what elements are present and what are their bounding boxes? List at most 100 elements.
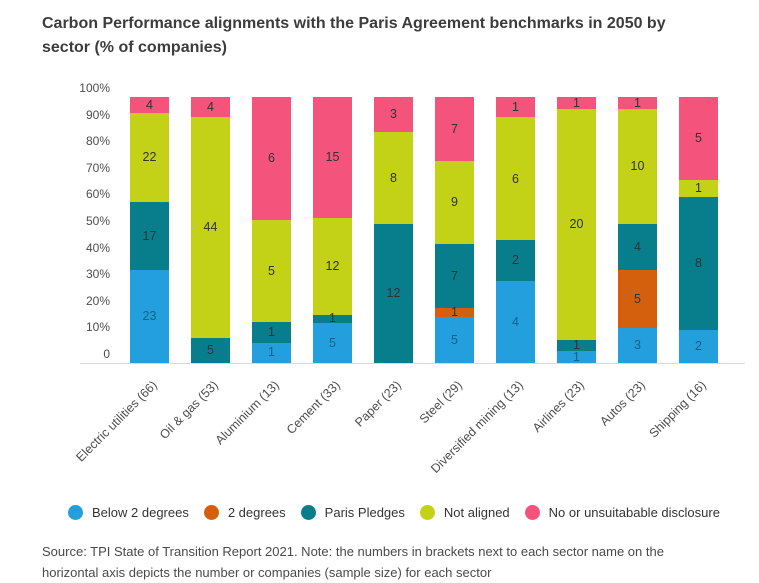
- bar-segment-value: 1: [573, 349, 580, 364]
- bar-segment[interactable]: 1: [313, 312, 352, 324]
- bar-segment-value: 5: [451, 332, 458, 347]
- bar-segment[interactable]: 2: [496, 240, 535, 282]
- bar-segment[interactable]: 15: [313, 97, 352, 218]
- bar-segment-value: 10: [630, 159, 645, 174]
- y-axis-tick-label: 30%: [85, 267, 110, 282]
- bar-column: 6 5 1 1: [252, 97, 291, 363]
- bar-segment[interactable]: 4: [130, 97, 169, 114]
- x-axis-label: Aluminium (13): [212, 378, 282, 448]
- bar-segment[interactable]: 1: [496, 97, 535, 118]
- bar-segment[interactable]: 1: [557, 97, 596, 109]
- bar-segment[interactable]: 10: [618, 108, 657, 225]
- bar-segment-value: 5: [207, 343, 214, 358]
- bar-segment-value: 6: [512, 171, 519, 186]
- legend-dot-icon: [68, 505, 83, 520]
- bar-segment[interactable]: 1: [618, 97, 657, 109]
- bar-segment[interactable]: 20: [557, 108, 596, 340]
- bar-segment-value: 1: [268, 345, 275, 360]
- bar-segment-value: 5: [329, 335, 336, 350]
- bar-segment[interactable]: 7: [435, 243, 474, 308]
- legend-item[interactable]: Below 2 degrees: [68, 505, 189, 520]
- bar-segment[interactable]: 5: [191, 337, 230, 363]
- bar-segment[interactable]: 4: [496, 281, 535, 363]
- x-axis-label: Steel (29): [416, 378, 465, 427]
- bar-segment[interactable]: 6: [496, 117, 535, 241]
- y-axis-tick-label: 70%: [85, 160, 110, 175]
- bar-segment[interactable]: 5: [435, 317, 474, 363]
- bar-segment-value: 4: [146, 97, 153, 112]
- bar-segment-value: 23: [142, 309, 157, 324]
- bar-segment[interactable]: 1: [679, 180, 718, 197]
- legend-item[interactable]: Not aligned: [419, 505, 510, 520]
- bar-column: 7 9 7 1 5: [435, 97, 474, 363]
- legend-dot-icon: [419, 505, 435, 520]
- bar-segment[interactable]: 2: [679, 329, 718, 363]
- bar-segment[interactable]: 12: [374, 224, 413, 363]
- chart-title-line2: sector (% of companies): [42, 39, 227, 56]
- bar-segment[interactable]: 4: [191, 97, 230, 118]
- bar-segment[interactable]: 1: [557, 351, 596, 363]
- chart-title: Carbon Performance alignments with the P…: [42, 12, 742, 60]
- bar-segment[interactable]: 1: [252, 322, 291, 343]
- bar-segment[interactable]: 12: [313, 217, 352, 315]
- bar-segment-value: 1: [512, 99, 519, 114]
- y-axis-tick-label: 20%: [85, 293, 110, 308]
- bar-column: 4 22 17 23: [130, 97, 169, 363]
- bar-segment[interactable]: 1: [252, 342, 291, 363]
- source-note-line2: horizontal axis depicts the number or co…: [42, 565, 492, 580]
- bar-segment[interactable]: 6: [252, 97, 291, 220]
- legend-item[interactable]: Paris Pledges: [300, 505, 405, 520]
- bar-segment-value: 1: [451, 305, 458, 320]
- legend-item[interactable]: No or unsuitabable disclosure: [524, 505, 720, 520]
- source-note-line1: Source: TPI State of Transition Report 2…: [42, 544, 664, 559]
- bar-segment[interactable]: 5: [313, 322, 352, 363]
- bar-segment[interactable]: 1: [435, 305, 474, 320]
- bar-segment-value: 5: [634, 292, 641, 307]
- bar-segment[interactable]: 23: [130, 270, 169, 363]
- y-axis-tick-label: 100%: [79, 81, 110, 95]
- legend-item[interactable]: 2 degrees: [203, 505, 286, 520]
- y-axis-tick-label: 90%: [85, 107, 110, 122]
- bar-segment[interactable]: 3: [374, 97, 413, 132]
- bar-segment-value: 8: [390, 170, 397, 185]
- bar-column: 1 20 1 1: [557, 97, 596, 363]
- bar-segment-value: 7: [451, 121, 458, 136]
- bar-segment[interactable]: 3: [618, 328, 657, 363]
- bar-segment-value: 17: [142, 228, 157, 243]
- x-axis-label: Autos (23): [596, 378, 648, 429]
- legend: Below 2 degrees 2 degrees Paris Pledges Not…: [68, 505, 720, 520]
- bar-segment-value: 1: [634, 95, 641, 110]
- bar-segment-value: 15: [325, 150, 340, 165]
- bar-segment-value: 12: [386, 286, 401, 301]
- bar-segment[interactable]: 44: [191, 117, 230, 338]
- bar-segment-value: 4: [207, 99, 214, 114]
- bar-column: 15 12 1 5: [313, 97, 352, 363]
- bar-segment[interactable]: 9: [435, 161, 474, 244]
- legend-dot-icon: [203, 505, 219, 520]
- bar-segment[interactable]: 7: [435, 97, 474, 162]
- chart-title-line1: Carbon Performance alignments with the P…: [42, 15, 666, 32]
- bar-segment[interactable]: 17: [130, 201, 169, 271]
- x-axis-label: Paper (23): [351, 378, 404, 430]
- legend-dot-icon: [300, 505, 316, 520]
- bar-segment[interactable]: 22: [130, 113, 169, 202]
- bar-column: 1 10 4 5 3: [618, 97, 657, 363]
- x-axis-label: Airlines (23): [529, 378, 587, 436]
- bar-segment-value: 44: [203, 220, 218, 235]
- bar-segment[interactable]: 5: [618, 270, 657, 329]
- legend-dot-icon: [524, 505, 540, 520]
- y-axis-tick-label: 50%: [85, 214, 110, 228]
- bar-segment[interactable]: 5: [679, 97, 718, 181]
- bar-column: 5 1 8 2: [679, 97, 718, 363]
- bar-segment[interactable]: 1: [557, 339, 596, 352]
- x-axis-label: Cement (33): [283, 378, 343, 438]
- bar-segment[interactable]: 5: [252, 219, 291, 323]
- bar-segment-value: 3: [634, 338, 641, 353]
- bar-segment[interactable]: 8: [679, 196, 718, 330]
- legend-label: Not aligned: [443, 505, 510, 520]
- bar-segment[interactable]: 8: [374, 131, 413, 225]
- y-axis-tick-label: 10%: [85, 320, 110, 335]
- source-note: Source: TPI State of Transition Report 2…: [42, 541, 732, 583]
- bar-segment[interactable]: 4: [618, 224, 657, 271]
